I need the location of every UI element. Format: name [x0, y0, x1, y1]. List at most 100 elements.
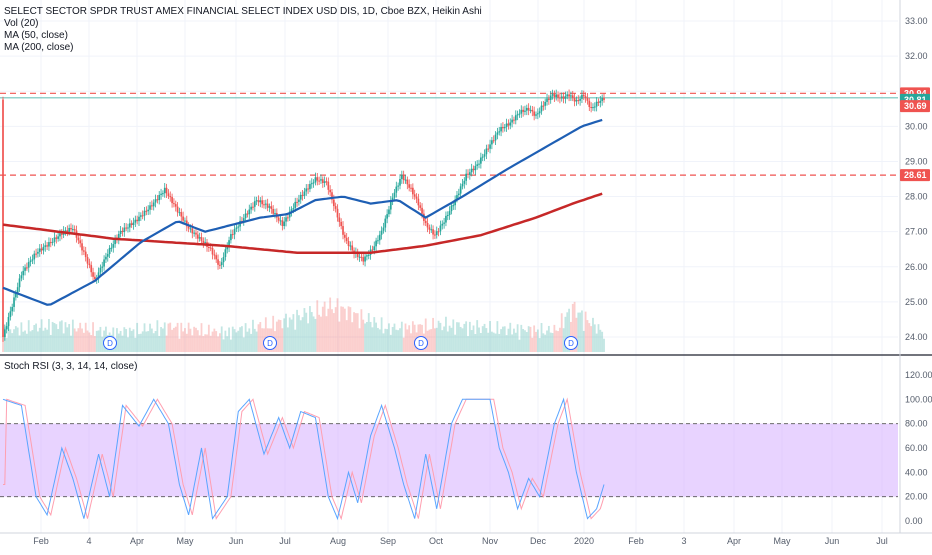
volume-bar [237, 330, 240, 352]
volume-bar [301, 317, 304, 352]
candle-body [448, 211, 451, 216]
volume-bar [73, 328, 76, 352]
candle-body [287, 217, 289, 219]
indicator-ma200[interactable]: MA (200, close) [4, 42, 74, 53]
dividend-marker [103, 336, 117, 350]
candle-body [178, 212, 181, 214]
volume-bar [16, 327, 19, 352]
volume-bar [590, 326, 593, 352]
volume-bar [139, 333, 142, 352]
ma50-line [2, 118, 603, 306]
volume-bar [535, 331, 537, 352]
volume-bar [310, 312, 313, 352]
candle-body [419, 205, 422, 208]
volume-bar [281, 328, 284, 352]
volume-bar [349, 307, 352, 352]
rsi-axis-label: 0.00 [905, 516, 923, 526]
volume-bar [406, 329, 409, 352]
candle-body [272, 208, 275, 214]
candle-body [446, 215, 449, 217]
volume-bar [371, 327, 374, 352]
volume-bar [450, 327, 453, 352]
candle-body [86, 257, 89, 264]
rsi-axis-label: 40.00 [905, 467, 928, 477]
volume-bar [279, 320, 282, 352]
price-badge-label: 30.69 [904, 101, 927, 111]
candle-body [139, 215, 142, 217]
volume-bar [2, 335, 4, 352]
volume-bar [187, 322, 190, 352]
volume-bar [380, 317, 383, 352]
volume-bar [84, 322, 87, 352]
candle-body [329, 189, 331, 193]
candle-body [160, 193, 162, 195]
candle-body [219, 264, 221, 266]
rsi-axis-label: 100.00 [905, 394, 932, 404]
volume-bar [93, 336, 96, 352]
volume-bar [404, 323, 407, 352]
candle-body [371, 249, 374, 251]
candle-body [125, 227, 127, 229]
volume-bar [503, 326, 506, 352]
time-axis-label: Feb [33, 536, 49, 546]
candle-body [263, 204, 265, 206]
candle-body [252, 206, 254, 208]
volume-bar [90, 335, 93, 352]
volume-bar [525, 332, 528, 352]
volume-bar [211, 331, 214, 352]
candle-body [16, 287, 19, 294]
candle-body [70, 227, 72, 230]
volume-bar [454, 334, 457, 352]
candle-body [147, 209, 150, 212]
volume-bar [101, 336, 104, 352]
volume-bar [191, 335, 194, 352]
volume-bar [241, 326, 243, 352]
volume-bar [531, 337, 534, 352]
volume-bar [147, 331, 150, 352]
volume-bar [48, 319, 50, 352]
candle-body [9, 311, 12, 318]
candle-body [149, 205, 151, 210]
volume-bar [128, 327, 131, 352]
volume-bar [38, 327, 41, 352]
volume-bar [331, 309, 333, 352]
volume-bar [434, 328, 436, 352]
candle-body [334, 206, 337, 209]
indicator-volume[interactable]: Vol (20) [4, 18, 39, 29]
candle-body [481, 156, 484, 158]
volume-bar [397, 330, 400, 352]
candle-body [152, 202, 155, 207]
volume-bar [272, 315, 275, 352]
candle-body [588, 100, 591, 108]
candle-body [101, 266, 104, 268]
candle-body [303, 191, 306, 196]
candle-body [437, 231, 440, 233]
candle-body [535, 114, 537, 116]
candle-body [217, 259, 219, 265]
candle-body [248, 209, 251, 215]
candle-body [325, 181, 328, 183]
volume-bar [160, 327, 162, 352]
candle-body [476, 164, 479, 166]
volume-bar [557, 331, 559, 352]
candle-body [443, 222, 445, 224]
candle-body [349, 245, 352, 247]
candle-body [305, 188, 308, 192]
volume-bar [562, 328, 565, 352]
candle-body [546, 98, 548, 102]
volume-bar [410, 333, 412, 352]
ma200-line [2, 192, 603, 254]
candle-body [571, 95, 574, 98]
candle-body [169, 196, 172, 198]
candle-body [31, 259, 34, 261]
volume-bar [173, 327, 175, 352]
price-axis-label: 25.00 [905, 297, 928, 307]
stoch-rsi-legend[interactable]: Stoch RSI (3, 3, 14, 14, close) [4, 361, 138, 372]
volume-bar [586, 320, 589, 352]
indicator-ma50[interactable]: MA (50, close) [4, 30, 68, 41]
volume-bar [345, 320, 348, 352]
candle-body [373, 246, 376, 251]
candle-body [261, 200, 263, 205]
